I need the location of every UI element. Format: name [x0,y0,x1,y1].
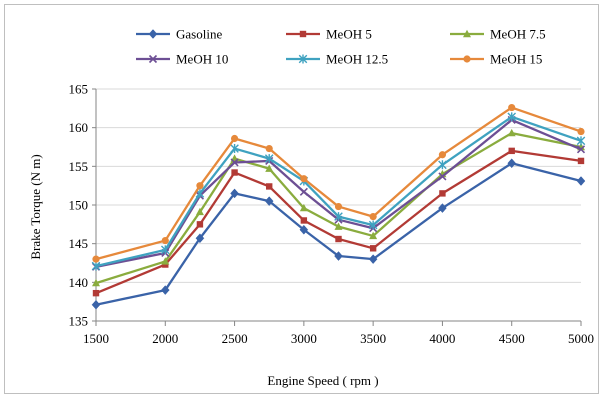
data-point [577,127,585,136]
data-point [438,172,447,181]
series-3 [92,128,585,287]
data-point [300,175,308,183]
legend-label: MeOH 10 [176,52,228,67]
legend-marker [148,29,158,39]
series-lines [91,103,586,310]
legend-marker [463,55,471,63]
data-point [577,157,585,165]
data-point [265,144,273,153]
data-point [91,261,101,271]
data-point [266,183,273,190]
data-point [230,134,239,143]
legend-item: MeOH 7.5 [450,27,546,42]
y-tick-label: 150 [69,198,89,213]
y-axis-label: Brake Torque (N m) [28,154,43,259]
y-tick-label: 145 [69,236,89,251]
legend-label: Gasoline [176,27,222,42]
series-6 [92,103,585,263]
data-point [92,255,100,263]
data-point [299,224,309,235]
data-point [507,158,517,169]
data-point [334,212,343,222]
x-tick-label: 5000 [568,331,594,346]
legend-label: MeOH 5 [326,27,372,42]
data-point [161,236,169,245]
legend-marker [463,29,471,38]
y-tick-label: 140 [69,275,89,290]
data-point [92,289,100,297]
data-point [369,245,377,252]
data-point [264,196,274,207]
data-point [161,257,170,265]
data-point [507,128,516,137]
legend-label: MeOH 7.5 [490,27,546,42]
data-point [230,188,239,199]
data-point [196,182,204,190]
x-tick-label: 4000 [429,331,455,346]
legend-label: MeOH 12.5 [326,52,388,67]
data-point [507,112,517,122]
data-point [195,233,205,244]
legend-item: MeOH 10 [136,52,228,67]
x-tick-label: 3500 [360,331,386,346]
data-point [299,203,308,212]
axes: 135 140 145 150 155 160 165 1500 2000 2500 3000 350… [69,82,595,347]
data-point [91,299,101,310]
data-point [438,151,447,159]
data-point [299,187,308,196]
data-point [335,235,342,243]
data-point [438,203,447,213]
data-point [230,144,239,154]
legend-label: MeOH 15 [490,52,542,67]
legend-marker [298,54,308,64]
data-point [160,245,170,255]
data-point [369,213,377,221]
y-tick-label: 165 [69,82,89,97]
x-tick-label: 2000 [152,331,178,346]
legend-marker [148,54,158,64]
legend-marker [299,30,307,38]
legend-item: MeOH 5 [286,27,372,42]
x-tick-label: 4500 [499,331,525,346]
data-point [438,160,447,170]
legend: Gasoline MeOH 5 MeOH 7.5 MeOH 10 MeOH 12.5 Me… [136,27,546,67]
data-point [160,285,170,295]
data-point [196,221,204,228]
data-point [264,154,274,164]
data-point [195,207,204,216]
data-point [334,251,343,261]
x-axis-label: Engine Speed ( rpm ) [267,373,378,388]
data-point [230,158,239,167]
data-point [576,145,586,154]
x-tick-label: 2500 [222,331,248,346]
data-point [368,220,378,230]
legend-item: Gasoline [136,27,222,42]
legend-item: MeOH 12.5 [286,52,388,67]
legend-item: MeOH 15 [450,52,542,67]
y-tick-label: 160 [69,120,89,135]
x-tick-label: 3000 [291,331,317,346]
data-point [334,222,343,230]
y-tick-label: 135 [69,314,89,329]
data-point [92,278,100,287]
data-point [576,176,586,186]
data-point [576,136,586,146]
data-point [334,202,343,211]
data-point [231,169,238,176]
data-point [508,147,515,155]
series-2 [92,147,585,297]
data-point [368,254,378,265]
chart-frame [4,4,599,394]
data-point [508,103,516,112]
series-1 [91,158,586,310]
data-point [369,231,378,240]
x-tick-label: 1500 [83,331,109,346]
data-point [439,190,446,197]
data-point [300,217,308,224]
y-tick-label: 155 [69,159,89,174]
data-point [265,164,274,172]
